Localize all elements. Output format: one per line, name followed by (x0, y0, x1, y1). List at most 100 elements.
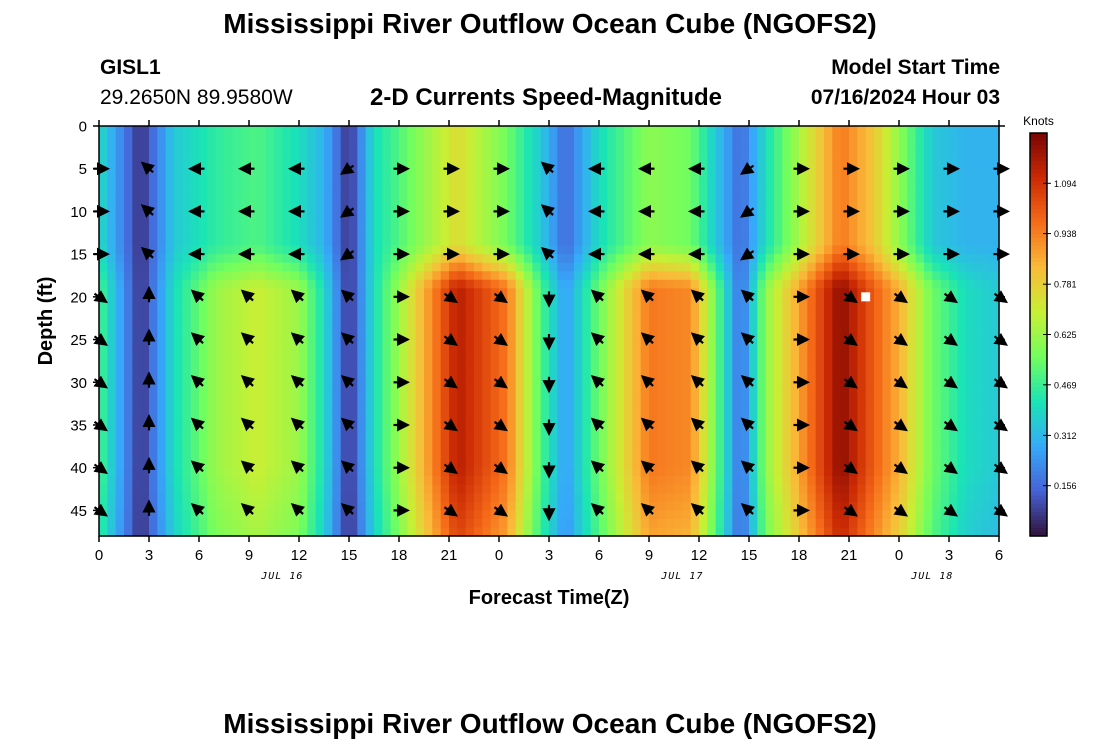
heatmap-cell (690, 151, 700, 161)
heatmap-cell (515, 228, 525, 238)
heatmap-cell (657, 288, 667, 298)
heatmap-cell (849, 168, 858, 178)
heatmap-cell (799, 228, 808, 238)
heatmap-cell (824, 305, 833, 315)
heatmap-cell (524, 407, 533, 418)
heatmap-cell (824, 313, 833, 324)
heatmap-cell (374, 407, 383, 418)
heatmap-cell (282, 450, 292, 460)
heatmap-cell (390, 219, 400, 230)
heatmap-cell (624, 160, 633, 170)
heatmap-cell (924, 296, 933, 306)
heatmap-cell (415, 194, 425, 204)
heatmap-cell (857, 518, 867, 529)
heatmap-cell (415, 493, 425, 503)
heatmap-cell (749, 348, 758, 358)
heatmap-cell (357, 237, 367, 247)
heatmap-cell (957, 510, 967, 520)
heatmap-cell (340, 365, 350, 375)
heatmap-cell (565, 365, 575, 375)
heatmap-cell (557, 296, 567, 306)
heatmap-cell (390, 168, 400, 178)
heatmap-cells (99, 126, 1000, 537)
heatmap-cell (899, 126, 908, 136)
heatmap-cell (790, 501, 800, 511)
heatmap-cell (274, 245, 283, 255)
heatmap-cell (799, 390, 808, 400)
heatmap-cell (432, 459, 442, 469)
heatmap-cell (615, 484, 625, 494)
heatmap-cell (149, 527, 158, 537)
heatmap-cell (707, 518, 717, 529)
heatmap-cell (832, 407, 842, 418)
heatmap-cell (149, 518, 158, 529)
heatmap-cell (440, 348, 450, 358)
heatmap-cell (115, 245, 125, 255)
heatmap-cell (140, 433, 150, 443)
heatmap-cell (99, 134, 108, 144)
heatmap-cell (365, 151, 375, 161)
heatmap-cell (532, 322, 542, 332)
heatmap-cell (324, 143, 333, 153)
heatmap-cell (474, 442, 483, 452)
heatmap-cell (907, 433, 917, 443)
heatmap-cell (674, 322, 683, 332)
heatmap-cell (349, 151, 358, 161)
heatmap-cell (324, 262, 333, 272)
heatmap-cell (907, 228, 917, 238)
heatmap-cell (490, 134, 500, 144)
heatmap-cell (890, 382, 900, 392)
heatmap-cell (632, 288, 642, 298)
heatmap-cell (782, 365, 792, 375)
heatmap-cell (715, 219, 725, 230)
heatmap-cell (440, 433, 450, 443)
heatmap-cell (657, 484, 667, 494)
heatmap-cell (849, 442, 858, 452)
heatmap-cell (232, 399, 242, 409)
heatmap-cell (490, 382, 500, 392)
heatmap-cell (265, 202, 275, 213)
chart-subtitle: 2-D Currents Speed-Magnitude (370, 84, 723, 111)
heatmap-cell (124, 245, 133, 255)
heatmap-cell (157, 185, 167, 195)
heatmap-cell (599, 348, 608, 358)
heatmap-cell (132, 279, 142, 289)
heatmap-cell (290, 262, 300, 272)
heatmap-cell (382, 510, 392, 520)
heatmap-cell (457, 348, 467, 358)
heatmap-cell (215, 331, 225, 341)
heatmap-cell (307, 467, 317, 477)
heatmap-cell (507, 160, 517, 170)
heatmap-cell (907, 322, 917, 332)
heatmap-cell (732, 168, 742, 178)
heatmap-cell (249, 433, 258, 443)
heatmap-cell (832, 202, 842, 213)
heatmap-cell (365, 459, 375, 469)
heatmap-cell (140, 407, 150, 418)
heatmap-cell (307, 476, 317, 486)
heatmap-cell (640, 365, 650, 375)
heatmap-cell (757, 194, 767, 204)
heatmap-cell (382, 365, 392, 375)
heatmap-cell (957, 365, 967, 375)
heatmap-cell (849, 433, 858, 443)
heatmap-cell (949, 527, 958, 537)
heatmap-cell (449, 518, 458, 529)
heatmap-cell (332, 177, 342, 187)
heatmap-cell (549, 228, 558, 238)
heatmap-cell (107, 151, 117, 161)
heatmap-cell (207, 228, 217, 238)
heatmap-cell (99, 476, 108, 486)
heatmap-cell (124, 399, 133, 409)
heatmap-cell (282, 339, 292, 349)
heatmap-cell (540, 322, 550, 332)
heatmap-cell (690, 211, 700, 221)
heatmap-cell (574, 254, 583, 264)
heatmap-cell (532, 399, 542, 409)
heatmap-cell (590, 279, 600, 289)
heatmap-cell (649, 433, 658, 443)
heatmap-cell (540, 407, 550, 418)
heatmap-cell (307, 305, 317, 315)
heatmap-cell (374, 501, 383, 511)
heatmap-cell (715, 177, 725, 187)
